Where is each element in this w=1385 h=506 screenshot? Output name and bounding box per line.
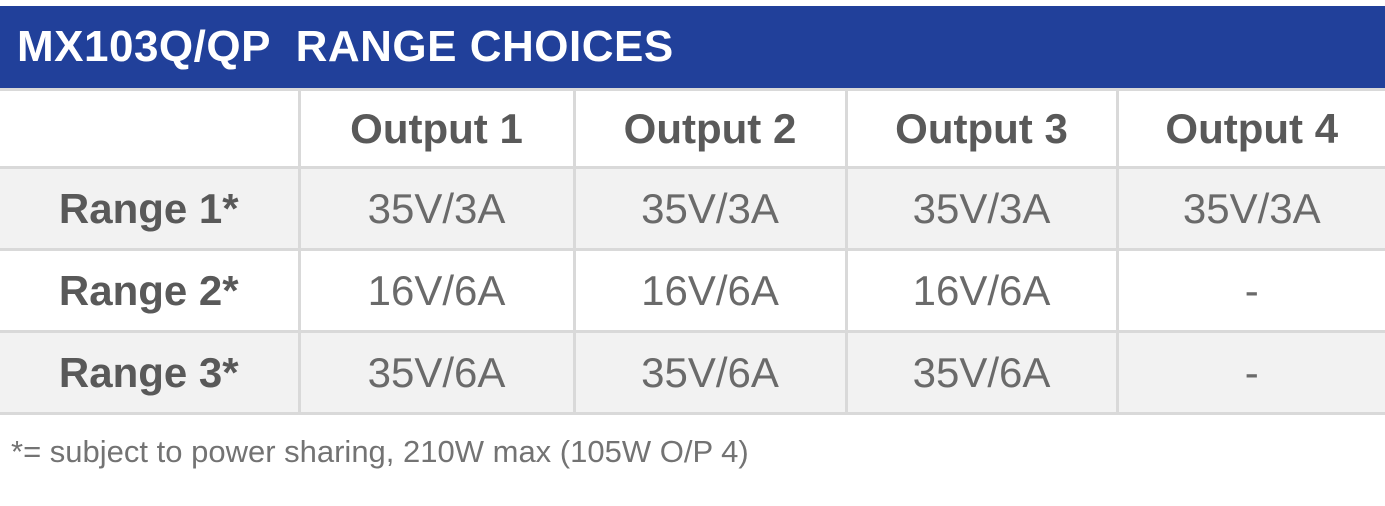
range-choices-table: Output 1 Output 2 Output 3 Output 4 Rang…: [0, 88, 1385, 415]
row-header-range-1: Range 1*: [0, 166, 301, 251]
cell-range1-output3: 35V/3A: [844, 166, 1119, 251]
table-row-range-2: Range 2* 16V/6A 16V/6A 16V/6A -: [0, 248, 1385, 333]
cell-range3-output3: 35V/6A: [844, 330, 1119, 415]
cell-range3-output2: 35V/6A: [572, 330, 848, 415]
col-header-output-1: Output 1: [297, 88, 576, 169]
cell-range3-output1: 35V/6A: [297, 330, 576, 415]
corner-cell: [0, 88, 301, 169]
cell-range2-output2: 16V/6A: [572, 248, 848, 333]
col-header-output-4: Output 4: [1115, 88, 1385, 169]
cell-range3-output4: -: [1115, 330, 1385, 415]
table-row-range-3: Range 3* 35V/6A 35V/6A 35V/6A -: [0, 330, 1385, 415]
cell-range1-output2: 35V/3A: [572, 166, 848, 251]
cell-range2-output4: -: [1115, 248, 1385, 333]
col-header-output-2: Output 2: [572, 88, 848, 169]
table-row-range-1: Range 1* 35V/3A 35V/3A 35V/3A 35V/3A: [0, 166, 1385, 251]
cell-range1-output4: 35V/3A: [1115, 166, 1385, 251]
title-bar: MX103Q/QP RANGE CHOICES: [0, 6, 1385, 88]
cell-range2-output3: 16V/6A: [844, 248, 1119, 333]
panel-title: MX103Q/QP RANGE CHOICES: [17, 22, 674, 71]
col-header-output-3: Output 3: [844, 88, 1119, 169]
column-header-row: Output 1 Output 2 Output 3 Output 4: [0, 88, 1385, 169]
power-sharing-footnote: *= subject to power sharing, 210W max (1…: [11, 434, 749, 469]
row-header-range-2: Range 2*: [0, 248, 301, 333]
row-header-range-3: Range 3*: [0, 330, 301, 415]
cell-range2-output1: 16V/6A: [297, 248, 576, 333]
cell-range1-output1: 35V/3A: [297, 166, 576, 251]
